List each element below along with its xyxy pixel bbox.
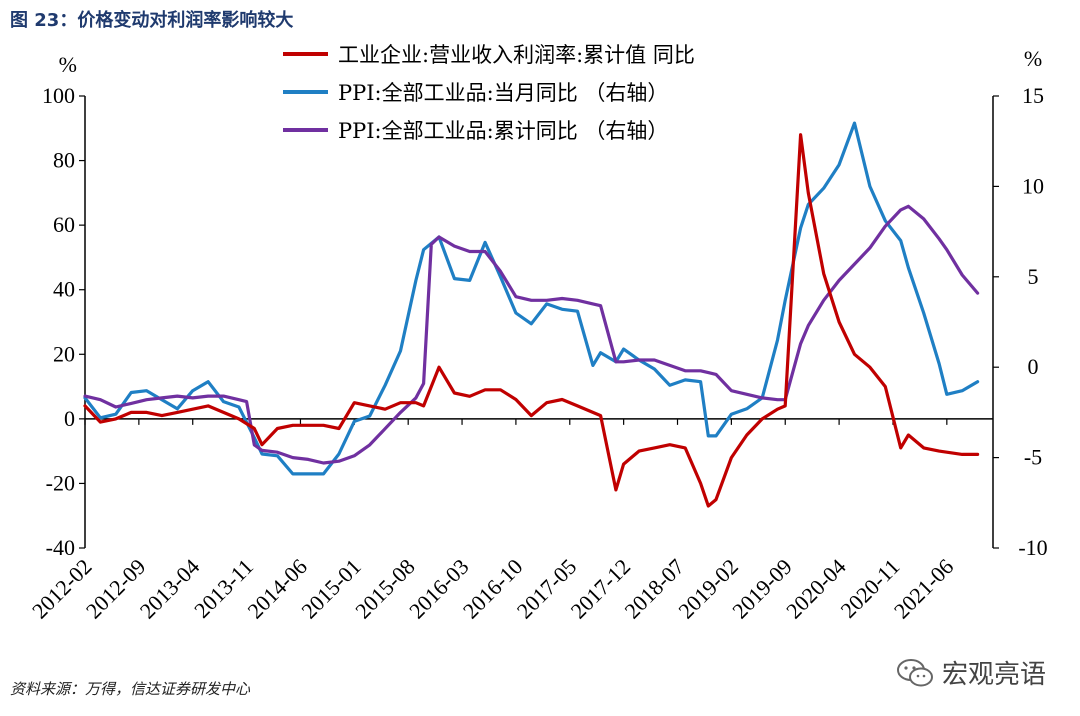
legend: 工业企业:营业收入利润率:累计值 同比 PPI:全部工业品:当月同比 （右轴） PP… [283, 43, 695, 143]
legend-item-ppi-monthly-label: PPI:全部工业品:当月同比 （右轴） [338, 81, 668, 105]
figure-title: 图 23：价格变动对利润率影响较大 [10, 10, 294, 31]
left-tick-label: 80 [53, 148, 75, 173]
left-tick-label: 20 [53, 341, 75, 366]
x-tick-label: 2017-12 [566, 554, 636, 624]
right-tick-label: 0 [1028, 354, 1039, 379]
x-tick-label: 2016-03 [404, 554, 474, 624]
x-tick-label: 2020-04 [781, 554, 851, 624]
ppi-monthly-line [83, 121, 980, 476]
ppi-cumulative-line [83, 204, 980, 465]
x-tick-label: 2015-01 [296, 554, 366, 624]
watermark: 宏观亮语 [896, 654, 1046, 691]
x-tick-label: 2019-09 [727, 554, 797, 624]
x-tick-label: 2012-02 [27, 554, 97, 624]
right-tick-label: -10 [1018, 535, 1047, 560]
x-tick-label: 2013-11 [189, 554, 258, 623]
x-tick-label: 2013-04 [135, 554, 205, 624]
left-tick-label: -20 [46, 470, 75, 495]
right-axis-unit: % [1024, 46, 1042, 71]
x-tick-label: 2020-11 [836, 554, 905, 623]
x-tick-label: 2021-06 [889, 554, 959, 624]
series-lines [83, 121, 980, 508]
left-tick-label: -40 [46, 535, 75, 560]
right-tick-label: 15 [1022, 83, 1044, 108]
source-note: 资料来源：万得，信达证券研发中心 [10, 680, 251, 698]
wechat-icon [897, 658, 933, 686]
x-tick-label: 2012-09 [81, 554, 151, 624]
x-tick-label: 2015-08 [350, 554, 420, 624]
left-tick-label: 60 [53, 212, 75, 237]
x-tick-label: 2019-02 [673, 554, 743, 624]
x-tick-label: 2014-06 [242, 554, 312, 624]
profit-margin-line [83, 133, 980, 508]
left-tick-label: 40 [53, 277, 75, 302]
x-tick-label: 2018-07 [620, 554, 690, 624]
right-tick-label: -5 [1024, 445, 1042, 470]
left-axis-unit: % [59, 52, 77, 77]
legend-item-ppi-cumulative-label: PPI:全部工业品:累计同比 （右轴） [338, 119, 668, 143]
right-tick-label: 5 [1028, 264, 1039, 289]
left-tick-label: 100 [42, 83, 75, 108]
legend-item-profit-margin-label: 工业企业:营业收入利润率:累计值 同比 [338, 43, 695, 67]
right-tick-label: 10 [1022, 173, 1044, 198]
watermark-text: 宏观亮语 [942, 660, 1047, 690]
x-tick-label: 2017-05 [512, 554, 582, 624]
left-tick-label: 0 [64, 406, 75, 431]
x-tick-label: 2016-10 [458, 554, 528, 624]
